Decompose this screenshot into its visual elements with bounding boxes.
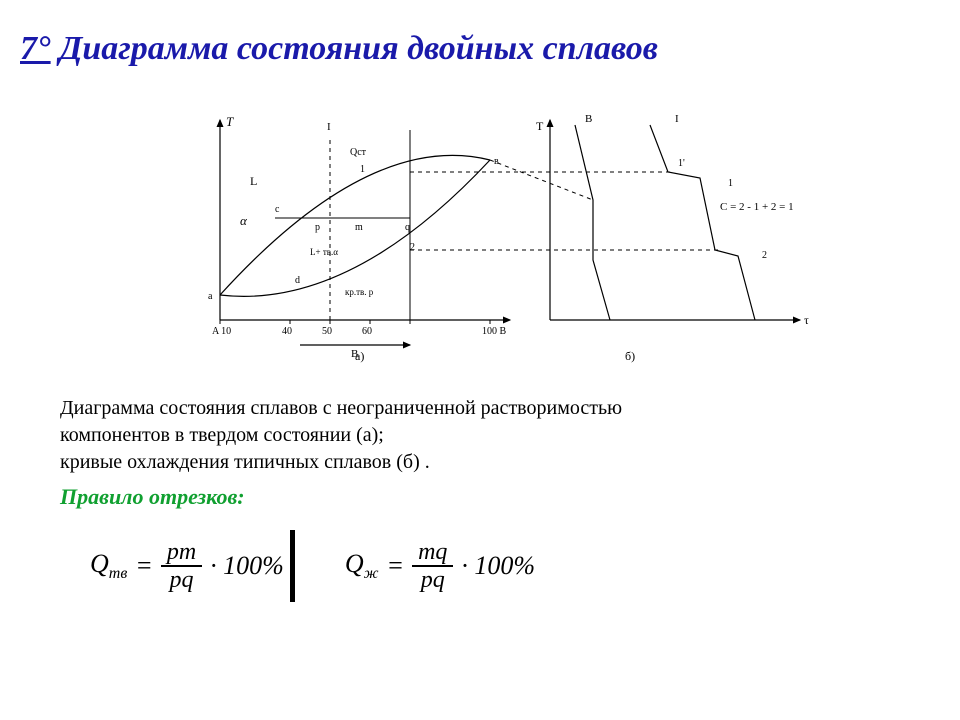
svg-text:α: α <box>240 213 248 228</box>
phase-diagram: T A 10 40 50 60 100 B Ic p m q Lα L+ тв.α кр.тв. р 1 2… <box>180 100 820 360</box>
svg-text:a: a <box>208 291 213 302</box>
frac1-num: pm <box>161 539 202 565</box>
q-symbol: Q <box>90 549 109 578</box>
svg-text:б): б) <box>625 349 635 363</box>
formula-q-solid: Qтв = pm pq · 100% <box>90 539 284 594</box>
svg-text:1': 1' <box>678 158 685 169</box>
caption-line-2: компонентов в твердом состоянии (а); <box>60 424 384 446</box>
frac2-den: pq <box>415 567 451 593</box>
svg-text:1: 1 <box>728 178 733 189</box>
svg-text:q: q <box>405 222 410 233</box>
diagram-caption: Диаграмма состояния сплавов с неограниче… <box>60 395 622 476</box>
svg-text:40: 40 <box>282 326 292 337</box>
fraction-1: pm pq <box>161 539 202 594</box>
svg-text:C = 2 - 1 + 2 = 1: C = 2 - 1 + 2 = 1 <box>720 201 794 213</box>
svg-text:B: B <box>585 113 592 125</box>
svg-text:I: I <box>675 113 679 125</box>
svg-text:T: T <box>226 114 234 129</box>
svg-text:I: I <box>327 121 331 133</box>
svg-text:Qст: Qст <box>350 147 367 158</box>
svg-text:m: m <box>355 222 363 233</box>
text-cursor <box>290 530 295 602</box>
q-symbol-2: Q <box>345 549 364 578</box>
formula-q-liquid: Qж = mq pq · 100% <box>345 539 535 594</box>
svg-text:A 10: A 10 <box>212 326 231 337</box>
svg-text:L+ тв.α: L+ тв.α <box>310 247 338 257</box>
title-prefix: 7° <box>20 30 51 67</box>
q-sub-solid: тв <box>109 565 128 582</box>
svg-text:100 B: 100 B <box>482 326 507 337</box>
svg-text:60: 60 <box>362 326 372 337</box>
caption-line-1: Диаграмма состояния сплавов с неограниче… <box>60 397 622 419</box>
page-title: 7° Диаграмма состояния двойных сплавов <box>20 30 658 68</box>
fraction-2: mq pq <box>412 539 453 594</box>
frac1-den: pq <box>164 567 200 593</box>
svg-text:2: 2 <box>762 250 767 261</box>
frac1-tail: · 100% <box>210 551 284 581</box>
svg-text:d: d <box>295 275 300 286</box>
svg-text:кр.тв. р: кр.тв. р <box>345 287 374 297</box>
svg-text:в: в <box>494 156 499 167</box>
svg-text:L: L <box>250 174 257 188</box>
formulas-row: Qтв = pm pq · 100% Qж = mq pq · 100% <box>90 530 535 602</box>
svg-text:1: 1 <box>360 164 365 175</box>
frac2-num: mq <box>412 539 453 565</box>
svg-text:50: 50 <box>322 326 332 337</box>
svg-text:p: p <box>315 222 320 233</box>
frac2-tail: · 100% <box>461 551 535 581</box>
q-sub-liquid: ж <box>364 565 379 582</box>
lever-rule-title: Правило отрезков: <box>60 484 245 510</box>
svg-text:а): а) <box>355 349 364 363</box>
svg-text:T: T <box>536 119 544 133</box>
caption-line-3: кривые охлаждения типичных сплавов (б) . <box>60 451 430 473</box>
svg-text:2: 2 <box>410 242 415 253</box>
svg-text:c: c <box>275 204 280 215</box>
title-rest: Диаграмма состояния двойных сплавов <box>51 30 658 67</box>
svg-text:τ: τ <box>804 313 809 327</box>
